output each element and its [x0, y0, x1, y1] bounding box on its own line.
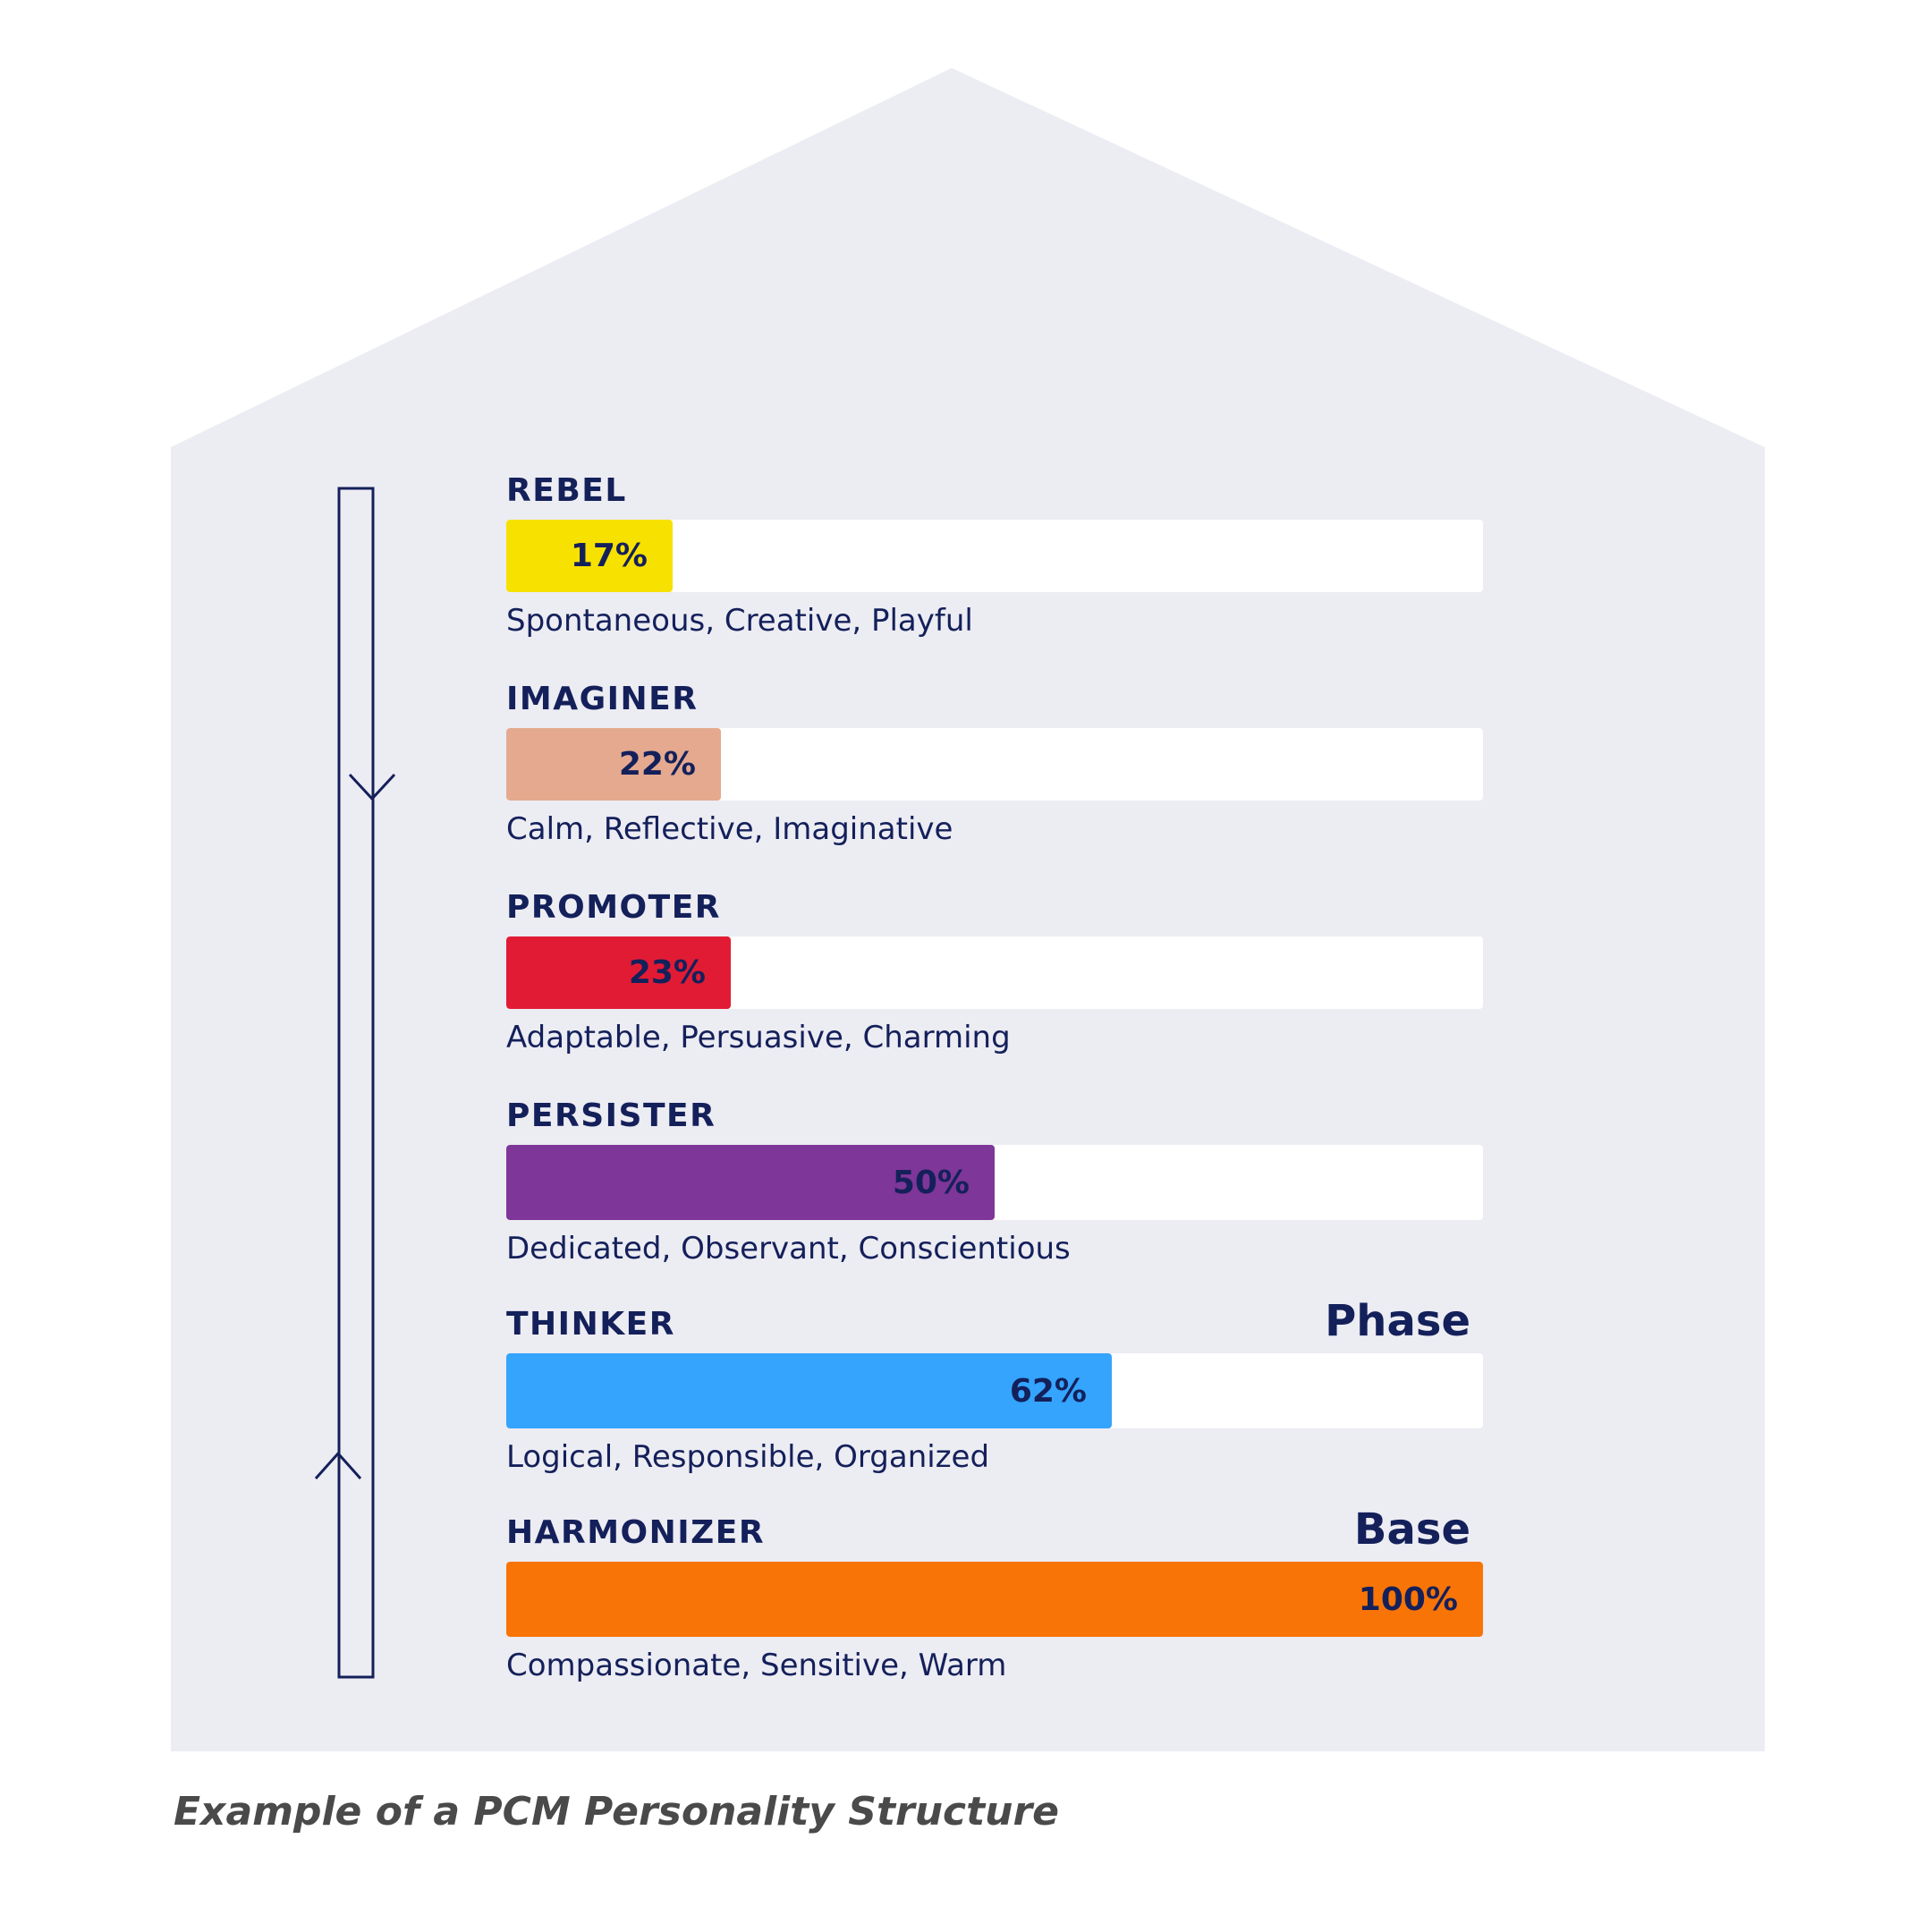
bar-track: 23% [506, 936, 1483, 1009]
bar-track: 22% [506, 728, 1483, 801]
annotation-phase: Phase [1325, 1296, 1470, 1346]
traits-text: Adaptable, Persuasive, Charming [506, 1020, 1011, 1055]
traits-text: Calm, Reflective, Imaginative [506, 811, 953, 847]
value-label: 50% [892, 1164, 970, 1201]
bar-track: 17% [506, 520, 1483, 592]
category-label: PROMOTER [506, 889, 722, 926]
bar-row-rebel: REBEL 17% Spontaneous, Creative, Playful [506, 471, 1483, 646]
category-label: REBEL [506, 472, 627, 509]
bar-fill [506, 1353, 1112, 1428]
bar-track: 100% [506, 1562, 1483, 1637]
category-label: IMAGINER [506, 681, 699, 717]
down-arrow-icon [348, 773, 396, 801]
value-label: 62% [1009, 1372, 1087, 1410]
bar-row-thinker: THINKER Phase 62% Logical, Responsible, Org… [506, 1296, 1483, 1482]
traits-text: Dedicated, Observant, Conscientious [506, 1231, 1071, 1267]
bar-fill [506, 520, 673, 592]
bar-row-promoter: PROMOTER 23% Adaptable, Persuasive, Charmi… [506, 888, 1483, 1063]
chart-caption: Example of a PCM Personality Structure [174, 1789, 1060, 1835]
traits-text: Logical, Responsible, Organized [506, 1439, 990, 1475]
annotation-base: Base [1353, 1504, 1470, 1555]
bar-row-imaginer: IMAGINER 22% Calm, Reflective, Imaginative [506, 680, 1483, 854]
traits-text: Compassionate, Sensitive, Warm [506, 1648, 1007, 1683]
up-arrow-icon [314, 1451, 362, 1479]
bar-fill [506, 1145, 995, 1220]
bar-fill [506, 728, 721, 801]
bar-fill [506, 1562, 1483, 1637]
value-label: 100% [1358, 1580, 1458, 1618]
bar-track: 50% [506, 1145, 1483, 1220]
traits-text: Spontaneous, Creative, Playful [506, 603, 973, 639]
category-label: THINKER [506, 1306, 675, 1343]
value-label: 23% [628, 954, 706, 991]
bar-fill [506, 936, 731, 1009]
house-shape [171, 68, 1765, 1751]
value-label: 17% [570, 538, 648, 574]
elevator-shaft [337, 487, 375, 1679]
bar-track: 62% [506, 1353, 1483, 1428]
value-label: 22% [618, 746, 696, 783]
category-label: PERSISTER [506, 1097, 716, 1134]
category-label: HARMONIZER [506, 1514, 766, 1551]
bar-row-harmonizer: HARMONIZER Base 100% Compassionate, Sensiti… [506, 1504, 1483, 1690]
bar-row-persister: PERSISTER 50% Dedicated, Observant, Consci… [506, 1097, 1483, 1274]
